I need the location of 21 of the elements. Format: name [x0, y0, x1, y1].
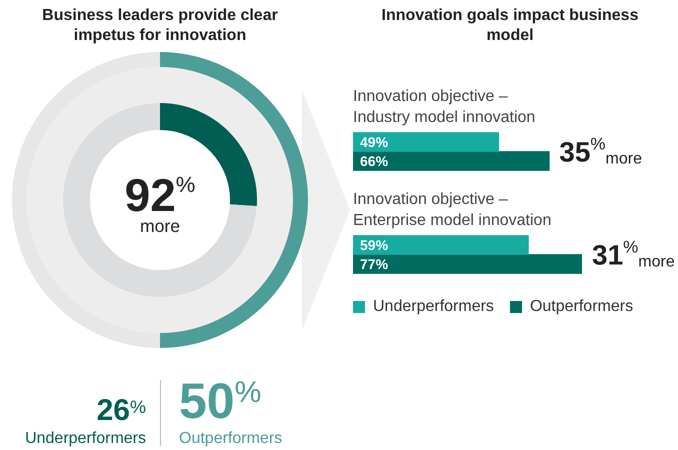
- chart-title: Business leaders provide clear impetus for innovation: [41, 6, 279, 46]
- data-label: 59%: [360, 236, 389, 253]
- y-tick-label: Innovation objective – Industry model innovation: [353, 88, 536, 126]
- annotation: 35%more: [559, 134, 642, 168]
- bar: [353, 132, 500, 152]
- slice-label: Outperformers: [179, 430, 284, 448]
- y-tick-label: Innovation objective – Enterprise model innovation: [353, 191, 552, 229]
- bar: [353, 151, 550, 171]
- text: 50$^{%}$: [179, 373, 262, 429]
- slice-label: Underperformers: [24, 430, 146, 448]
- bar: [353, 235, 529, 255]
- data-label: 77%: [360, 256, 389, 272]
- text: 31%more: [592, 238, 675, 270]
- data-label: 66%: [360, 152, 389, 169]
- text: 92$^{%}$ more: [124, 169, 196, 236]
- text: 26$^{%}$: [96, 394, 146, 427]
- chart-title: Innovation goals impact business model: [380, 6, 640, 46]
- legend-label: Outperformers: [530, 298, 634, 316]
- bar: [353, 254, 582, 274]
- data-label: 49%: [360, 134, 389, 150]
- legend-label: Underperformers: [373, 298, 494, 316]
